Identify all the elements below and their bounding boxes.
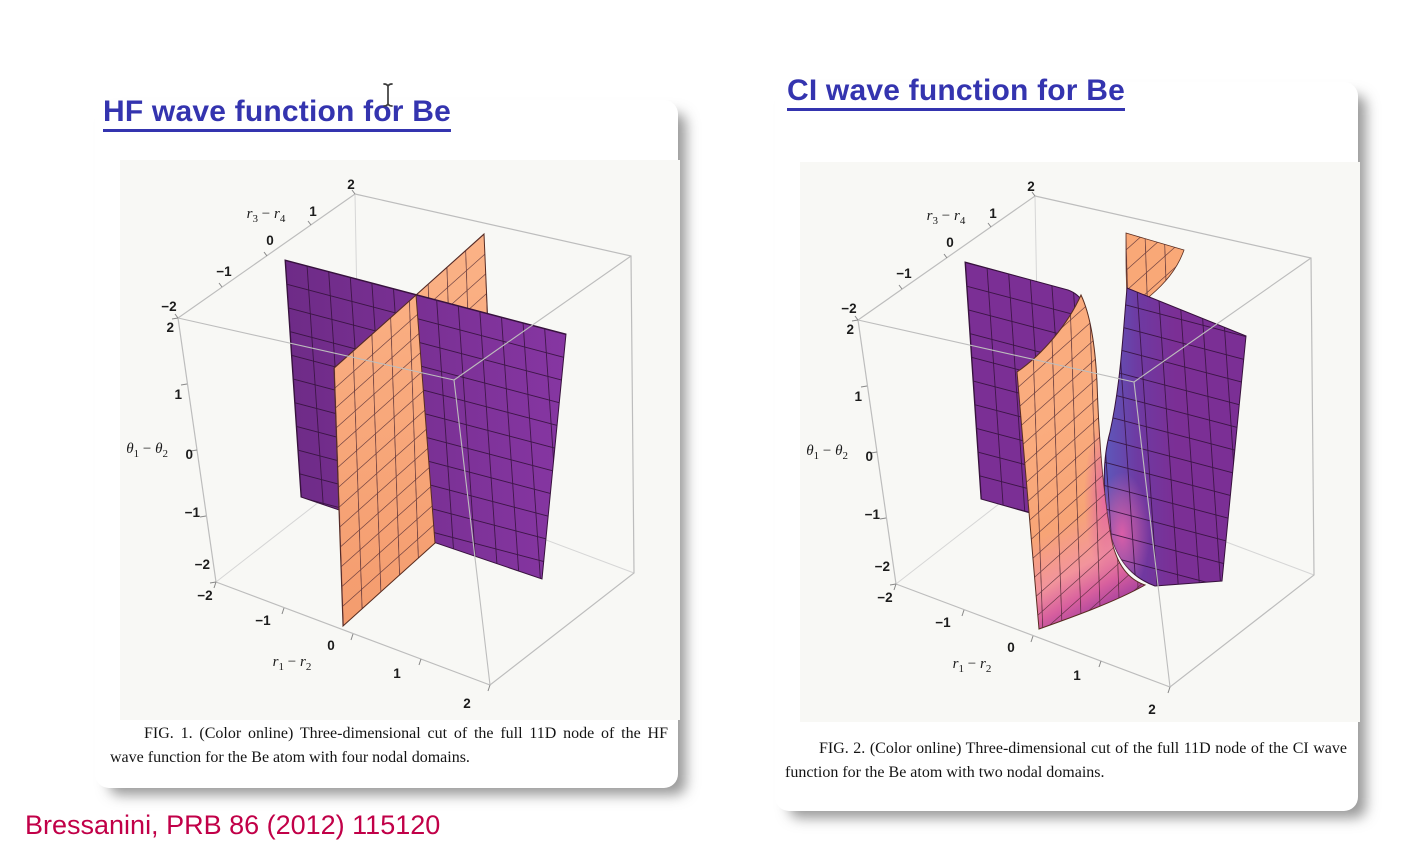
z-tick: 2 <box>846 322 854 337</box>
x-axis-label: r1 − r2 <box>273 654 312 673</box>
x-tick: 0 <box>1007 640 1015 655</box>
right-purple-sheet <box>1103 287 1247 587</box>
x-tick: 1 <box>393 666 401 681</box>
y-tick: −1 <box>896 266 912 281</box>
y-tick: −2 <box>161 299 176 314</box>
x-tick: −1 <box>935 615 951 630</box>
citation: Bressanini, PRB 86 (2012) 115120 <box>25 810 441 840</box>
y-axis-label: r3 − r4 <box>247 206 286 225</box>
figure2-plot: −2 −1 0 1 2 2 1 0 −1 −2 −2 −1 0 1 2 r3 −… <box>800 162 1360 722</box>
z-axis-label: θ1 − θ2 <box>806 443 848 462</box>
orange-nodal-plane-front <box>333 293 436 628</box>
right-panel-title: CI wave function for Be <box>787 74 1125 108</box>
x-axis-label: r1 − r2 <box>953 656 992 675</box>
y-tick: 1 <box>309 204 317 219</box>
z-tick: −1 <box>185 505 201 520</box>
z-axis-label: θ1 − θ2 <box>126 441 168 460</box>
figure1-caption: FIG. 1. (Color online) Three-dimensional… <box>110 725 668 766</box>
y-tick: −2 <box>841 301 856 316</box>
y-axis-tick-marks <box>854 191 1036 321</box>
z-tick: 0 <box>865 449 873 464</box>
figure1-3d-plot: −2 −1 0 1 2 2 1 0 −1 −2 −2 −1 0 1 2 r3 −… <box>126 177 635 711</box>
x-tick: −2 <box>877 590 892 605</box>
y-tick: 1 <box>989 206 997 221</box>
z-tick: −2 <box>195 557 210 572</box>
figure2-3d-plot: −2 −1 0 1 2 2 1 0 −1 −2 −2 −1 0 1 2 r3 −… <box>806 179 1315 717</box>
y-tick: 2 <box>1027 179 1035 194</box>
left-panel-title: HF wave function for Be <box>103 95 451 129</box>
y-tick: 2 <box>347 177 355 192</box>
y-tick: 0 <box>946 235 954 250</box>
z-tick: −1 <box>865 507 881 522</box>
x-tick: 2 <box>463 696 471 711</box>
figure1-card: −2 −1 0 1 2 2 1 0 −1 −2 −2 −1 0 1 2 r3 −… <box>95 100 680 788</box>
y-tick: 0 <box>266 233 274 248</box>
x-tick: −2 <box>197 588 212 603</box>
z-tick: 1 <box>854 389 862 404</box>
z-axis-tick-marks <box>171 317 217 584</box>
left-panel-title-text: HF wave function for Be <box>103 95 451 128</box>
x-tick: 1 <box>1073 668 1081 683</box>
right-panel-title-text: CI wave function for Be <box>787 74 1125 107</box>
y-axis-label: r3 − r4 <box>927 208 966 227</box>
figure1-plot: −2 −1 0 1 2 2 1 0 −1 −2 −2 −1 0 1 2 r3 −… <box>120 160 680 720</box>
z-tick: 0 <box>185 447 193 462</box>
x-axis-tick-marks <box>213 581 491 692</box>
box-front-edges <box>177 255 632 686</box>
z-tick: −2 <box>875 559 890 574</box>
x-tick: 2 <box>1148 702 1156 717</box>
z-axis-tick-marks <box>851 319 897 586</box>
y-axis-tick-marks <box>174 189 356 319</box>
figure2-card: −2 −1 0 1 2 2 1 0 −1 −2 −2 −1 0 1 2 r3 −… <box>775 82 1360 811</box>
box-front-edges <box>857 257 1312 688</box>
x-tick: 0 <box>327 638 335 653</box>
z-tick: 1 <box>174 387 182 402</box>
x-tick: −1 <box>255 613 271 628</box>
text-cursor-icon <box>381 82 395 108</box>
figure2-caption: FIG. 2. (Color online) Three-dimensional… <box>785 740 1347 781</box>
y-tick: −1 <box>216 264 232 279</box>
x-axis-tick-marks <box>893 583 1171 694</box>
z-tick: 2 <box>166 320 174 335</box>
